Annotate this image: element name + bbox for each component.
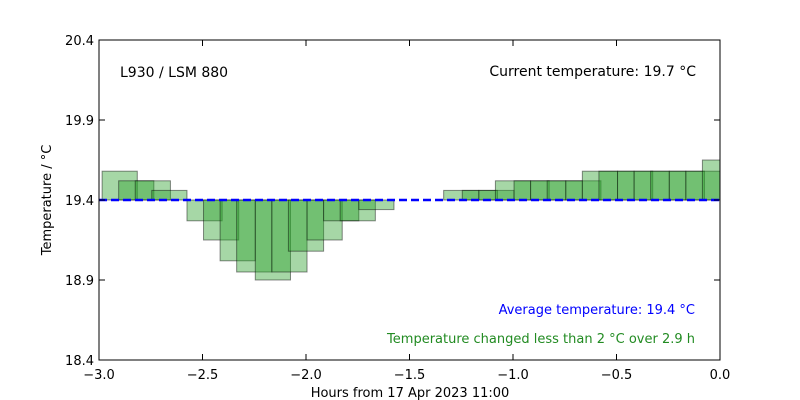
x-axis-ticks: −3.0 −2.5 −2.0 −1.5 −1.0 −0.5 0.0 (83, 40, 730, 383)
temperature-bar (461, 189, 498, 201)
x-tick-label: −0.5 (601, 368, 633, 383)
x-tick-label: 0.0 (710, 368, 731, 383)
x-tick-label: −3.0 (83, 368, 115, 383)
x-tick-label: −1.0 (497, 368, 529, 383)
temperature-bar (685, 170, 721, 201)
x-axis-label: Hours from 17 Apr 2023 11:00 (311, 386, 510, 400)
temperature-bar (668, 170, 705, 201)
temperature-bar (701, 159, 721, 201)
bar-series (101, 159, 721, 281)
y-tick-label: 19.9 (65, 114, 94, 129)
temperature-bar (271, 199, 308, 273)
temperature-bar (151, 189, 188, 201)
temperature-bar (236, 199, 273, 273)
temperature-bar (101, 170, 138, 201)
y-axis-label: Temperature / °C (40, 145, 55, 257)
temperature-bar (617, 170, 654, 201)
temperature-bar (203, 199, 240, 241)
y-axis-ticks: 18.4 18.9 19.4 19.9 20.4 (65, 34, 720, 369)
x-tick-label: −2.0 (290, 368, 322, 383)
temperature-bar (650, 170, 687, 201)
temperature-change-label: Temperature changed less than 2 °C over … (386, 332, 695, 347)
x-tick-label: −2.5 (187, 368, 219, 383)
average-temperature-label: Average temperature: 19.4 °C (499, 303, 695, 318)
temperature-bar (358, 199, 395, 211)
y-tick-label: 18.9 (65, 274, 94, 289)
temperature-bar (186, 199, 223, 222)
sensor-label: L930 / LSM 880 (120, 65, 228, 81)
y-tick-label: 20.4 (65, 34, 94, 49)
y-tick-label: 18.4 (65, 354, 94, 369)
temperature-bar (633, 170, 670, 201)
temperature-bar (546, 180, 583, 201)
temperature-bar (598, 170, 635, 201)
current-temperature-label: Current temperature: 19.7 °C (489, 64, 696, 80)
temperature-bar (581, 170, 619, 201)
x-tick-label: −1.5 (394, 368, 426, 383)
y-tick-label: 19.4 (65, 194, 94, 209)
temperature-bar (306, 199, 343, 241)
